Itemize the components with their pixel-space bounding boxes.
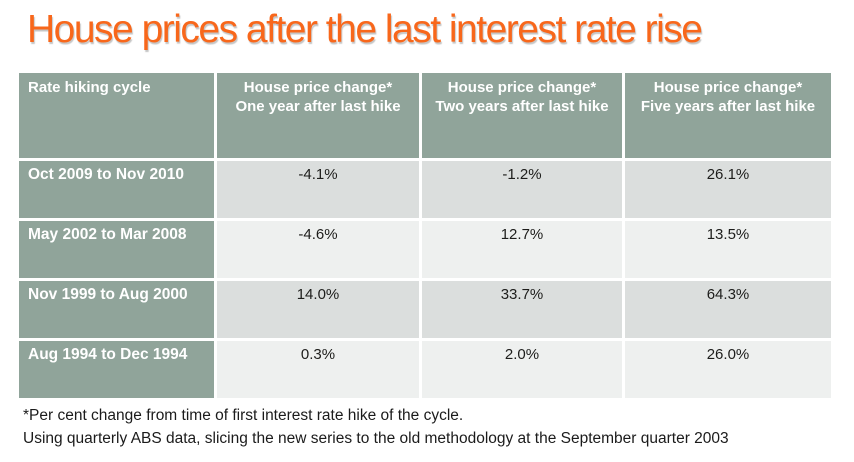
header-line: One year after last hike: [235, 98, 401, 115]
value-cell: -4.6%: [217, 221, 419, 278]
header-line: House price change*: [653, 79, 803, 96]
header-line: Five years after last hike: [640, 98, 816, 115]
table-row: Oct 2009 to Nov 2010 -4.1% -1.2% 26.1%: [19, 161, 831, 218]
value-cell: -1.2%: [422, 161, 622, 218]
value-cell: 13.5%: [625, 221, 831, 278]
value-cell: 12.7%: [422, 221, 622, 278]
value-cell: 64.3%: [625, 281, 831, 338]
header-line: Rate hiking cycle: [28, 79, 151, 96]
header-line: House price change*: [447, 79, 597, 96]
value-cell: 26.0%: [625, 341, 831, 398]
row-label: Aug 1994 to Dec 1994: [19, 341, 214, 398]
row-label: May 2002 to Mar 2008: [19, 221, 214, 278]
footnote-line-1: *Per cent change from time of first inte…: [23, 407, 464, 424]
value-cell: 26.1%: [625, 161, 831, 218]
value-cell: -4.1%: [217, 161, 419, 218]
table-row: Aug 1994 to Dec 1994 0.3% 2.0% 26.0%: [19, 341, 831, 398]
page-title: House prices after the last interest rat…: [27, 8, 703, 51]
table-row: May 2002 to Mar 2008 -4.6% 12.7% 13.5%: [19, 221, 831, 278]
value-cell: 0.3%: [217, 341, 419, 398]
value-cell: 33.7%: [422, 281, 622, 338]
column-header-two-years: House price change* Two years after last…: [422, 73, 622, 158]
value-cell: 14.0%: [217, 281, 419, 338]
row-label: Nov 1999 to Aug 2000: [19, 281, 214, 338]
column-header-rate-hiking-cycle: Rate hiking cycle: [19, 73, 214, 158]
column-header-five-years: House price change* Five years after las…: [625, 73, 831, 158]
footnote-line-2: Using quarterly ABS data, slicing the ne…: [23, 429, 729, 447]
header-line: Two years after last hike: [435, 98, 609, 115]
table-header-row: Rate hiking cycle House price change* On…: [19, 73, 831, 158]
header-line: House price change*: [243, 79, 393, 96]
row-label: Oct 2009 to Nov 2010: [19, 161, 214, 218]
column-header-one-year: House price change* One year after last …: [217, 73, 419, 158]
house-price-table: Rate hiking cycle House price change* On…: [16, 70, 834, 401]
footnotes: *Per cent change from time of first inte…: [23, 405, 729, 450]
value-cell: 2.0%: [422, 341, 622, 398]
table-row: Nov 1999 to Aug 2000 14.0% 33.7% 64.3%: [19, 281, 831, 338]
